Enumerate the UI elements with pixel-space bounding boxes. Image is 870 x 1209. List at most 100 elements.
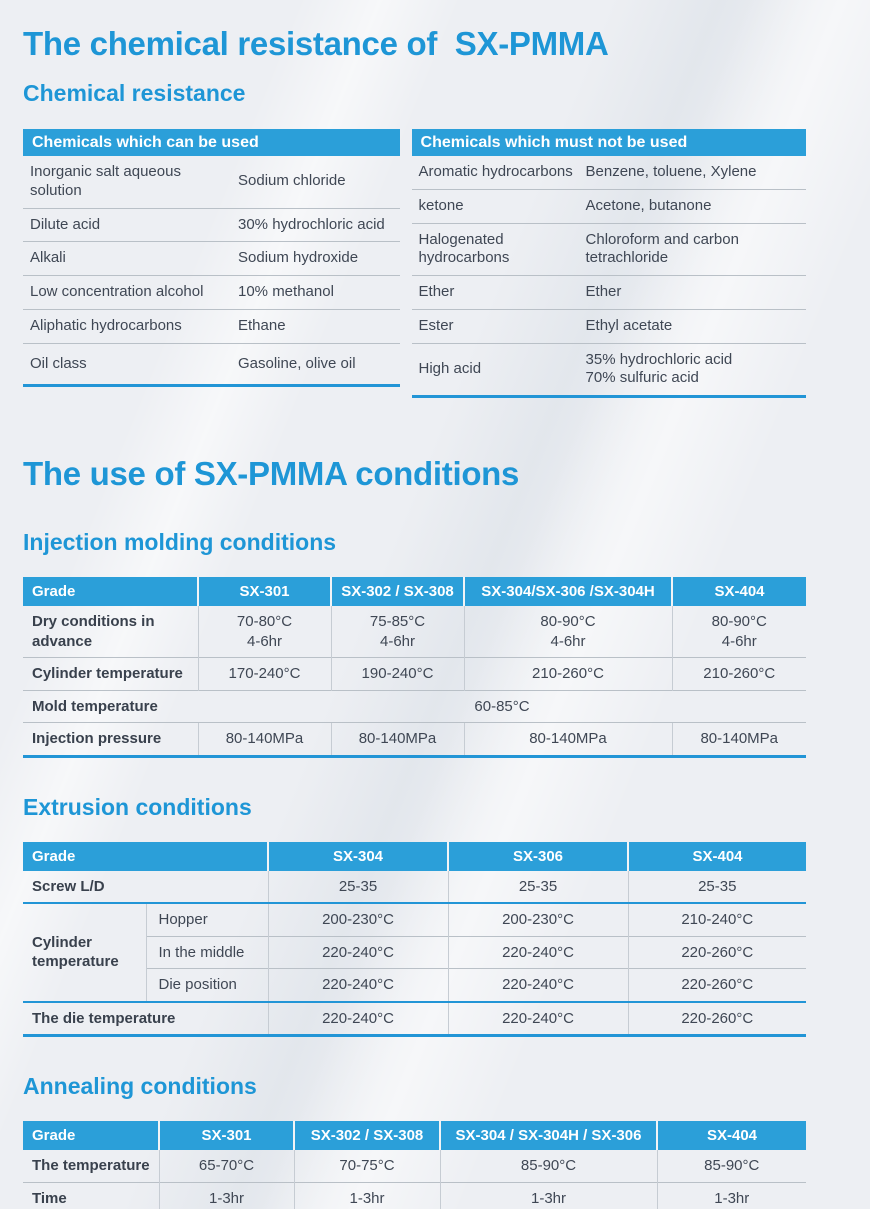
table-row: Mold temperature 60-85°C <box>23 689 806 723</box>
table-row: Aliphatic hydrocarbons Ethane <box>23 308 400 343</box>
value-cell: 80-140MPa <box>330 722 464 756</box>
category-cell: Ester <box>411 308 586 343</box>
row-label: Cylinder temperature <box>23 657 198 690</box>
column-header: SX-306 <box>447 841 629 871</box>
value-cell: 80-140MPa <box>463 722 672 756</box>
table-row: Cylinder temperature 170-240°C 190-240°C… <box>23 657 806 690</box>
table-row: Screw L/D 25-35 25-35 25-35 <box>23 870 807 903</box>
table-row: Dilute acid 30% hydrochloric acid <box>23 207 400 242</box>
value-cell: 70-75°C <box>293 1150 440 1182</box>
use-conditions-title: The use of SX-PMMA conditions <box>23 455 520 492</box>
value-cell: 1-3hr <box>439 1181 657 1209</box>
value-cell: 85-90°C <box>439 1150 657 1182</box>
value-cell: 80-140MPa <box>671 722 806 756</box>
example-cell: Ether <box>585 275 806 310</box>
value-cell: 85-90°C <box>656 1150 806 1182</box>
chemicals-can-be-used-table: Chemicals which can be used Inorganic sa… <box>23 129 400 388</box>
row-sublabel: In the middle <box>145 935 269 969</box>
value-cell: 220-260°C <box>627 968 807 1002</box>
example-cell: Ethyl acetate <box>585 308 806 343</box>
header-row: Grade SX-304 SX-306 SX-404 <box>23 841 807 871</box>
value-cell: 220-240°C <box>267 968 449 1002</box>
extrusion-heading: Extrusion conditions <box>23 793 252 820</box>
category-cell: Aromatic hydrocarbons <box>418 163 573 180</box>
grade-column-header: Grade <box>23 1121 159 1150</box>
category-cell: Dilute acid <box>23 207 238 242</box>
column-header: SX-404 <box>656 1121 806 1150</box>
value-cell: 60-85°C <box>198 689 806 723</box>
table-row: Inorganic salt aqueous solution Sodium c… <box>23 156 400 208</box>
value-cell: 170-240°C <box>197 657 331 690</box>
value-cell: 190-240°C <box>330 657 464 690</box>
header-row: Grade SX-301 SX-302 / SX-308 SX-304 / SX… <box>23 1121 806 1150</box>
row-label: Dry conditions in advance <box>32 613 155 650</box>
table-row: Injection pressure 80-140MPa 80-140MPa 8… <box>23 722 806 756</box>
category-cell: High acid <box>411 342 586 397</box>
table-row: ketone Acetone, butanone <box>411 188 806 223</box>
example-cell: Ethane <box>238 308 400 343</box>
grade-column-header: Grade <box>23 577 198 606</box>
row-label: Injection pressure <box>23 722 198 756</box>
example-cell: Gasoline, olive oil <box>238 342 400 386</box>
value-cell: 220-240°C <box>267 935 449 969</box>
column-header: SX-404 <box>671 577 806 606</box>
column-header: SX-302 / SX-308 <box>293 1121 440 1150</box>
table-row: Ether Ether <box>411 275 806 310</box>
value-cell: 25-35 <box>267 870 449 903</box>
value-cell: 220-240°C <box>447 968 629 1002</box>
value-cell: 220-240°C <box>267 1000 449 1036</box>
annealing-table: Grade SX-301 SX-302 / SX-308 SX-304 / SX… <box>23 1121 806 1209</box>
value-cell: 1-3hr <box>158 1181 294 1209</box>
table-row: Halogenated hydrocarbons Chloroform and … <box>411 222 806 276</box>
injection-molding-table: Grade SX-301 SX-302 / SX-308 SX-304/SX-3… <box>23 577 806 758</box>
value-cell: 220-240°C <box>447 1000 629 1036</box>
example-cell: Sodium chloride <box>238 172 346 190</box>
table-row: High acid 35% hydrochloric acid 70% sulf… <box>411 342 806 397</box>
table-row: The die temperature 220-240°C 220-240°C … <box>23 1000 807 1036</box>
table-row: Dry conditions in advance 70-80°C 4-6hr … <box>23 606 806 658</box>
value-cell: 25-35 <box>627 870 807 903</box>
category-cell: Aliphatic hydrocarbons <box>23 308 238 343</box>
example-cell: Chloroform and carbon tetrachloride <box>585 222 806 276</box>
value-cell: 80-140MPa <box>197 722 331 756</box>
value-cell: 25-35 <box>447 870 629 903</box>
category-cell: ketone <box>411 188 586 223</box>
table-row: Die position 220-240°C 220-240°C 220-260… <box>23 968 807 1002</box>
page-title: The chemical resistance of SX-PMMA <box>23 25 609 62</box>
row-label: Time <box>23 1181 159 1209</box>
row-label: The die temperature <box>23 1000 269 1036</box>
value-cell: 220-240°C <box>447 935 629 969</box>
column-header: SX-304 <box>267 841 449 871</box>
table-row: Aromatic hydrocarbons Benzene, toluene, … <box>412 156 806 189</box>
column-header: SX-301 <box>158 1121 294 1150</box>
row-sublabel: Hopper <box>145 902 269 936</box>
row-label: Mold temperature <box>23 689 198 723</box>
can-table-header: Chemicals which can be used <box>23 129 400 156</box>
value-cell: 220-260°C <box>627 935 807 969</box>
example-cell: Sodium hydroxide <box>238 241 400 276</box>
table-row: Ester Ethyl acetate <box>411 308 806 343</box>
value-cell: 75-85°C 4-6hr <box>330 606 464 658</box>
table-row: Low concentration alcohol 10% methanol <box>23 275 400 310</box>
example-cell: 35% hydrochloric acid 70% sulfuric acid <box>585 342 806 397</box>
value-cell: 210-260°C <box>671 657 806 690</box>
category-cell: Ether <box>411 275 586 310</box>
header-row: Grade SX-301 SX-302 / SX-308 SX-304/SX-3… <box>23 577 806 606</box>
category-cell: Halogenated hydrocarbons <box>411 222 586 276</box>
row-label: The temperature <box>32 1157 150 1174</box>
column-header: SX-302 / SX-308 <box>330 577 464 606</box>
category-cell: Oil class <box>23 342 238 386</box>
value-cell: 220-260°C <box>627 1000 807 1036</box>
extrusion-table: Grade SX-304 SX-306 SX-404 Screw L/D 25-… <box>23 841 807 1037</box>
table-row: Alkali Sodium hydroxide <box>23 241 400 276</box>
column-header: SX-404 <box>627 841 807 871</box>
row-sublabel: Die position <box>145 968 269 1002</box>
value-cell: 80-90°C 4-6hr <box>463 606 672 658</box>
table-row: Oil class Gasoline, olive oil <box>23 342 400 386</box>
annealing-heading: Annealing conditions <box>23 1073 257 1099</box>
value-cell: 80-90°C 4-6hr <box>671 606 806 658</box>
value-cell: 65-70°C <box>158 1150 294 1182</box>
category-cell: Alkali <box>23 241 238 276</box>
injection-heading: Injection molding conditions <box>23 529 337 555</box>
